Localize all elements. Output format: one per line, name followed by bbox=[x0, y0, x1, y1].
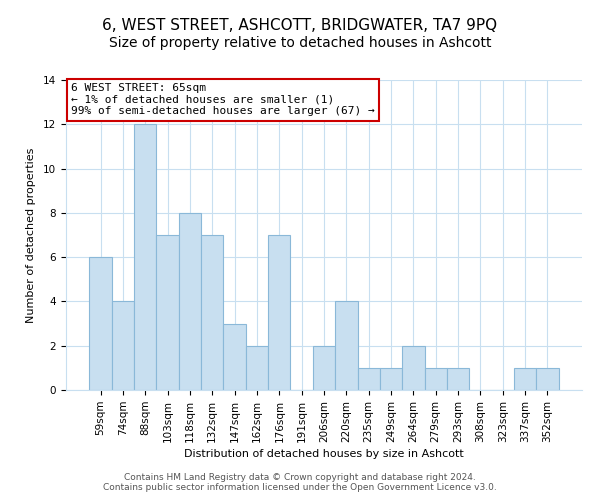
Bar bbox=[201, 235, 223, 390]
Bar bbox=[313, 346, 335, 390]
Text: 6 WEST STREET: 65sqm
← 1% of detached houses are smaller (1)
99% of semi-detache: 6 WEST STREET: 65sqm ← 1% of detached ho… bbox=[71, 83, 375, 116]
Text: 6, WEST STREET, ASHCOTT, BRIDGWATER, TA7 9PQ: 6, WEST STREET, ASHCOTT, BRIDGWATER, TA7… bbox=[103, 18, 497, 32]
Bar bbox=[335, 302, 358, 390]
Bar bbox=[380, 368, 402, 390]
Bar bbox=[246, 346, 268, 390]
Bar bbox=[447, 368, 469, 390]
Bar bbox=[112, 302, 134, 390]
Bar bbox=[358, 368, 380, 390]
Bar bbox=[89, 257, 112, 390]
Bar bbox=[157, 235, 179, 390]
Bar bbox=[134, 124, 157, 390]
Bar bbox=[268, 235, 290, 390]
Bar bbox=[514, 368, 536, 390]
X-axis label: Distribution of detached houses by size in Ashcott: Distribution of detached houses by size … bbox=[184, 449, 464, 459]
Bar bbox=[536, 368, 559, 390]
Bar bbox=[402, 346, 425, 390]
Bar bbox=[425, 368, 447, 390]
Text: Contains HM Land Registry data © Crown copyright and database right 2024.
Contai: Contains HM Land Registry data © Crown c… bbox=[103, 473, 497, 492]
Y-axis label: Number of detached properties: Number of detached properties bbox=[26, 148, 36, 322]
Bar bbox=[223, 324, 246, 390]
Bar bbox=[179, 213, 201, 390]
Text: Size of property relative to detached houses in Ashcott: Size of property relative to detached ho… bbox=[109, 36, 491, 50]
